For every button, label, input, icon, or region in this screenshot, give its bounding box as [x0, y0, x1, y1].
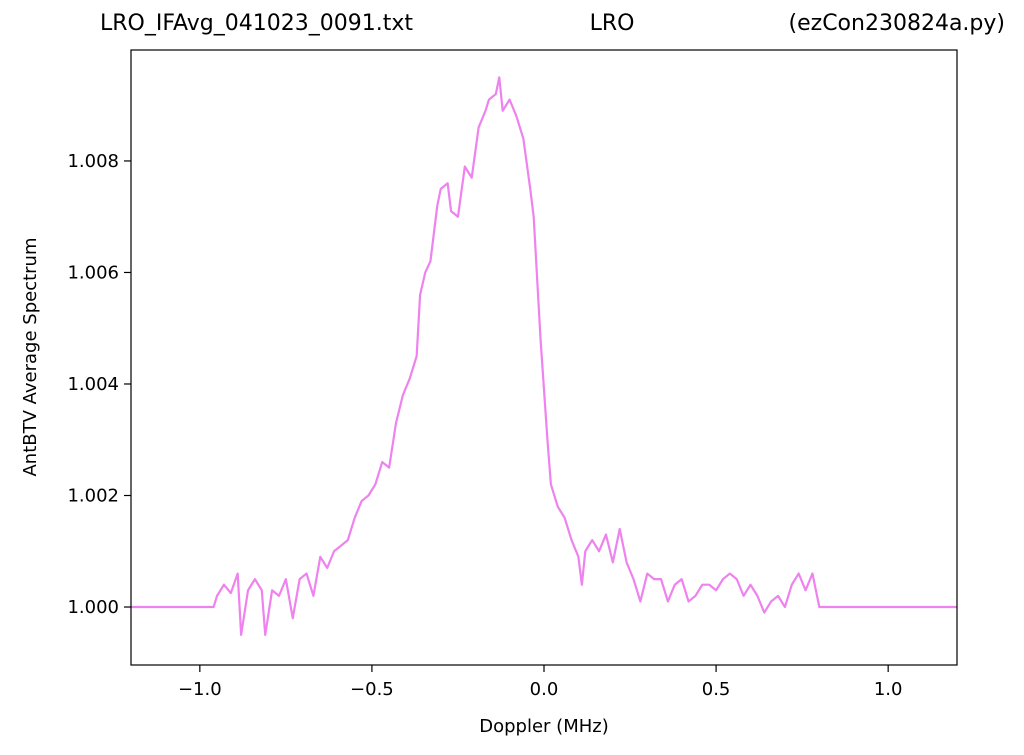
x-tick-label: 1.0 [874, 679, 903, 700]
y-tick-label: 1.004 [67, 374, 119, 395]
x-tick-label: −0.5 [350, 679, 394, 700]
x-axis-label: Doppler (MHz) [479, 716, 608, 737]
chart-title-left: LRO_IFAvg_041023_0091.txt [100, 11, 413, 36]
y-tick-label: 1.006 [67, 262, 119, 283]
chart-title-right: (ezCon230824a.py) [789, 11, 1005, 36]
x-tick-label: 0.0 [530, 679, 559, 700]
data-line [131, 76, 957, 636]
y-tick-label: 1.002 [67, 485, 119, 506]
x-tick-label: −1.0 [178, 679, 222, 700]
y-tick-label: 1.000 [67, 597, 119, 618]
x-tick-label: 0.5 [702, 679, 731, 700]
plot-frame [130, 49, 958, 666]
y-tick-label: 1.008 [67, 151, 119, 172]
chart-title-center: LRO [590, 11, 635, 36]
y-axis-label: AntBTV Average Spectrum [20, 237, 41, 476]
